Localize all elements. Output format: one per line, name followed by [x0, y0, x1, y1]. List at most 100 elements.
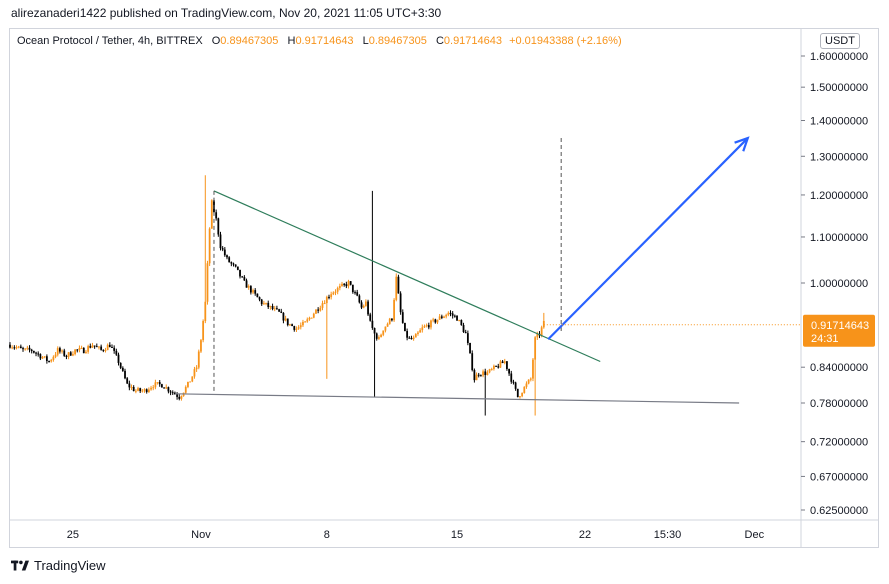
candle-body: [310, 317, 313, 319]
candle-body: [143, 389, 146, 391]
candle-body: [432, 319, 435, 321]
x-tick-label: 25: [67, 529, 79, 541]
x-tick-label: 8: [324, 529, 330, 541]
candle-body: [269, 306, 272, 308]
ohlc-legend: Ocean Protocol / Tether, 4h, BITTREX O 0.…: [17, 35, 622, 47]
candle-body: [399, 293, 402, 313]
candle-body: [371, 320, 374, 328]
candle-body: [523, 386, 526, 393]
candle-body: [477, 374, 480, 376]
candle-body: [41, 357, 44, 359]
y-tick-label: 1.00000000: [810, 278, 868, 290]
candle-body: [178, 396, 181, 399]
candle-body: [217, 218, 220, 235]
candle-body: [521, 392, 524, 397]
candle-body: [406, 331, 409, 338]
candle-body: [19, 346, 22, 349]
open-label: O: [211, 35, 221, 47]
candle-body: [449, 312, 452, 314]
candle-body: [412, 337, 415, 340]
y-tick-label: 0.72000000: [810, 437, 868, 449]
candle-body: [278, 309, 280, 312]
close-label: C: [435, 35, 444, 47]
candle-body: [423, 326, 426, 328]
candle-body: [130, 387, 133, 389]
candle-body: [100, 346, 103, 350]
candle-body: [256, 293, 259, 298]
high-label: H: [287, 35, 296, 47]
price-tag-box: [803, 314, 875, 347]
candle-body: [171, 392, 174, 394]
x-tick-label: 15:30: [654, 529, 682, 541]
candle-body: [391, 318, 393, 321]
price-tag-countdown: 24:31: [811, 333, 839, 345]
candle-body: [176, 394, 178, 397]
candle-body: [104, 350, 107, 352]
candle-body: [165, 387, 168, 389]
candle-body: [154, 382, 157, 388]
y-tick-label: 1.40000000: [810, 115, 868, 127]
candle-body: [536, 333, 539, 338]
candle-body: [479, 375, 482, 377]
candle-body: [458, 320, 461, 322]
candle-body: [382, 330, 385, 335]
low-value: 0.89467305: [368, 35, 427, 47]
candle-body: [347, 281, 350, 287]
candle-body: [510, 373, 513, 382]
upper-trendline: [213, 190, 601, 363]
candle-body: [364, 301, 367, 306]
candle-body: [50, 359, 53, 362]
candle-body: [525, 383, 528, 387]
candle-body: [360, 302, 363, 308]
candle-body: [124, 370, 126, 379]
symbol-title[interactable]: Ocean Protocol / Tether, 4h, BITTREX: [17, 35, 203, 47]
candle-body: [93, 345, 96, 347]
currency-button[interactable]: USDT: [820, 33, 860, 49]
candle-body: [102, 349, 105, 351]
candle-body: [343, 283, 346, 285]
candle-body: [482, 371, 484, 376]
candle-body: [108, 344, 111, 348]
candle-body: [258, 297, 261, 300]
candle-body: [404, 322, 406, 332]
candle-body: [61, 350, 63, 352]
candle-body: [540, 327, 543, 336]
candle-body: [388, 318, 391, 324]
candle-body: [486, 372, 489, 375]
candle-body: [48, 360, 50, 362]
projection-arrow: [547, 137, 749, 341]
candle-body: [271, 306, 274, 310]
candle-body: [495, 365, 497, 367]
y-tick-label: 0.78000000: [810, 398, 868, 410]
candle-body: [397, 276, 400, 294]
candle-body: [542, 320, 545, 328]
candle-body: [334, 291, 337, 293]
candle-body: [425, 325, 428, 327]
candle-body: [445, 314, 448, 317]
candle-body: [141, 390, 144, 392]
price-tag-value: 0.91714643: [811, 320, 869, 332]
candle-body: [204, 301, 207, 322]
candle-body: [9, 344, 11, 348]
candle-body: [369, 314, 372, 321]
tradingview-footer: TradingView: [11, 558, 106, 573]
candle-body: [39, 354, 42, 359]
candle-body: [414, 333, 417, 338]
candle-body: [453, 315, 456, 317]
candle-body: [243, 277, 246, 281]
candle-body: [338, 286, 341, 289]
candle-body: [438, 316, 441, 320]
candle-body: [527, 379, 530, 384]
candle-body: [532, 359, 534, 379]
candle-body: [161, 384, 163, 388]
candle-body: [362, 305, 365, 308]
candle-body: [24, 348, 27, 350]
candle-body: [330, 294, 333, 298]
candle-body: [447, 312, 450, 315]
candle-body: [45, 356, 48, 361]
candle-body: [284, 318, 287, 321]
candle-body: [475, 374, 478, 381]
candle-body: [456, 315, 458, 321]
candle-body: [503, 361, 506, 364]
